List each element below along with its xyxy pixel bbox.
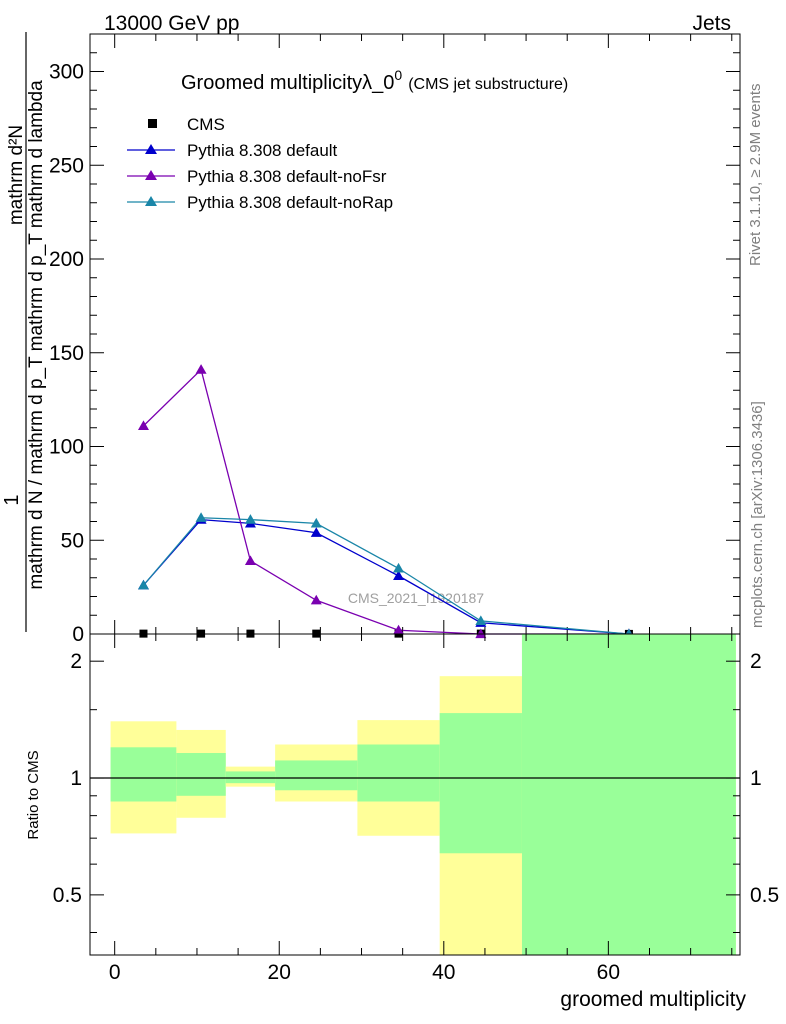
plot-title-subtitle: (CMS jet substructure) bbox=[408, 76, 568, 93]
ratio-plot: 0.5 0.51 12 20 20 40 60 Ratio to CMS groomed m… bbox=[25, 633, 779, 1011]
ratio-bands bbox=[110, 634, 736, 955]
data-point-triangle bbox=[393, 624, 405, 635]
legend-marker-cms bbox=[148, 119, 157, 128]
legend-label: Pythia 8.308 default-noFsr bbox=[187, 167, 387, 186]
legend: CMS Pythia 8.308 default Pythia 8.308 defa… bbox=[127, 115, 393, 212]
series-line bbox=[142, 518, 629, 635]
ratio-band-inner bbox=[521, 634, 736, 955]
header-left: 13000 GeV pp bbox=[104, 12, 239, 35]
x-tick-label: 40 bbox=[432, 961, 455, 984]
ratio-plot-frame bbox=[89, 633, 741, 956]
data-point-triangle bbox=[310, 517, 322, 528]
legend-marker-triangle bbox=[145, 170, 157, 180]
legend-marker-triangle bbox=[145, 196, 157, 206]
main-axis-ticks: 0 50 100 150 200 250 300 bbox=[49, 34, 740, 646]
ratio-axis-ticks: 0.5 0.51 12 20 20 40 60 bbox=[53, 634, 779, 984]
ratio-y-tick-label: 2 bbox=[70, 650, 82, 673]
y-axis-label-denominator: mathrm d N / mathrm d p_T mathrm d p_T m… bbox=[26, 80, 47, 590]
ratio-y-tick-label-right: 2 bbox=[750, 650, 762, 673]
data-point-triangle bbox=[393, 570, 405, 580]
mcplots-label: mcplots.cern.ch [arXiv:1306.3436] bbox=[749, 401, 766, 628]
plot-title: Groomed multiplicityλ_00 (CMS jet substru… bbox=[181, 67, 568, 94]
plot-title-main: Groomed multiplicity bbox=[181, 72, 362, 94]
data-point-triangle bbox=[310, 527, 322, 537]
x-axis-label: groomed multiplicity bbox=[560, 988, 746, 1011]
legend-marker-triangle bbox=[145, 144, 157, 154]
x-tick-label: 0 bbox=[109, 961, 121, 984]
ratio-band-inner bbox=[110, 747, 177, 802]
legend-label: CMS bbox=[187, 115, 225, 134]
ratio-band-inner bbox=[275, 760, 358, 791]
ratio-band-inner bbox=[439, 713, 522, 854]
plot-title-superscript: 0 bbox=[394, 67, 402, 83]
data-point-triangle bbox=[244, 555, 256, 565]
y-tick-label: 150 bbox=[49, 342, 84, 365]
y-tick-label: 0 bbox=[72, 623, 84, 646]
y-tick-label: 50 bbox=[61, 529, 84, 552]
ratio-band-inner bbox=[176, 753, 226, 796]
data-point-triangle bbox=[195, 364, 207, 374]
ratio-band-inner bbox=[357, 744, 440, 802]
header-right: Jets bbox=[692, 12, 731, 35]
data-point-triangle bbox=[310, 594, 322, 605]
legend-label: Pythia 8.308 default-noRap bbox=[187, 193, 393, 212]
y-tick-label: 300 bbox=[49, 61, 84, 84]
ratio-y-tick-label: 0.5 bbox=[53, 884, 82, 907]
main-plot: 0 50 100 150 200 250 300 CMS_2021_I1920187 Gro… bbox=[1, 32, 741, 646]
data-point-triangle bbox=[393, 562, 405, 573]
y-tick-label: 250 bbox=[49, 154, 84, 177]
ratio-y-tick-label: 1 bbox=[70, 767, 82, 790]
data-point-triangle bbox=[195, 512, 207, 522]
data-point-triangle bbox=[475, 628, 487, 639]
plot-title-symbol: λ_0 bbox=[362, 72, 394, 94]
watermark-label: CMS_2021_I1920187 bbox=[348, 590, 484, 606]
x-tick-label: 20 bbox=[268, 961, 291, 984]
data-point-triangle bbox=[244, 514, 256, 524]
ratio-y-axis-label: Ratio to CMS bbox=[25, 750, 42, 839]
y-axis-label-numerator-top: 1 bbox=[1, 494, 23, 505]
ratio-band-inner bbox=[225, 771, 276, 784]
y-tick-label: 100 bbox=[49, 436, 84, 459]
data-point-triangle bbox=[137, 420, 149, 430]
y-tick-label: 200 bbox=[49, 248, 84, 271]
legend-label: Pythia 8.308 default bbox=[187, 141, 338, 160]
y-axis-label-numerator: mathrm d²N bbox=[6, 125, 27, 225]
ratio-y-tick-label-right: 0.5 bbox=[750, 884, 779, 907]
data-point-triangle bbox=[137, 579, 149, 590]
data-point-triangle bbox=[475, 615, 487, 625]
rivet-version-label: Rivet 3.1.10, ≥ 2.9M events bbox=[747, 84, 764, 267]
ratio-y-tick-label-right: 1 bbox=[750, 767, 762, 790]
x-tick-label: 60 bbox=[597, 961, 620, 984]
series-line bbox=[142, 517, 629, 635]
